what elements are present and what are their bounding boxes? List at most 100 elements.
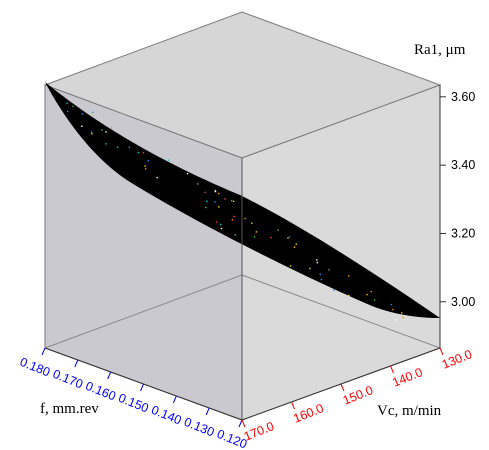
surface-point-32 <box>220 223 222 226</box>
surface-point-28 <box>137 151 139 154</box>
surface-point-34 <box>370 290 372 293</box>
surface-point-44 <box>277 229 279 231</box>
x-tick-mark-2 <box>107 371 112 380</box>
y-tick-mark-0 <box>241 419 246 428</box>
surface-point-20 <box>390 303 393 306</box>
surface-point-48 <box>309 267 311 270</box>
surface-point-54 <box>105 143 107 145</box>
x-tick-label-1: 0.170 <box>51 367 85 392</box>
z-tick-label-0: 3.60 <box>451 90 475 104</box>
y-tick-label-3: 140.0 <box>390 365 424 390</box>
x-tick-label-2: 0.160 <box>84 379 118 404</box>
x-tick-mark-6 <box>238 419 243 428</box>
surface-point-42 <box>142 152 145 154</box>
surface-point-66 <box>295 243 297 245</box>
surface-point-0 <box>231 219 234 221</box>
surface-point-24 <box>156 176 158 179</box>
surface-point-26 <box>319 273 322 275</box>
y-tick-mark-1 <box>291 401 295 410</box>
surface-point-40 <box>232 200 235 203</box>
surface-point-12 <box>251 222 253 224</box>
surface-point-5 <box>144 165 146 167</box>
surface-point-64 <box>81 113 84 115</box>
surface-point-7 <box>81 125 83 127</box>
surface-point-65 <box>402 317 405 319</box>
surface-point-68 <box>392 308 394 311</box>
surface-point-52 <box>214 201 216 203</box>
x-tick-label-3: 0.150 <box>116 391 150 416</box>
surface-point-46 <box>66 110 69 113</box>
surface-point-45 <box>101 129 103 131</box>
surface-point-55 <box>234 234 237 236</box>
surface-point-30 <box>66 102 68 104</box>
surface-point-25 <box>395 319 397 321</box>
surface-point-33 <box>224 198 226 200</box>
y-axis-label: Vc, m/min <box>377 403 442 419</box>
surface-point-15 <box>366 293 368 296</box>
surface-point-22 <box>218 206 220 208</box>
y-tick-label-0: 170.0 <box>242 419 276 444</box>
surface-point-35 <box>116 146 119 149</box>
surface-point-57 <box>206 200 208 203</box>
x-tick-mark-0 <box>41 347 46 356</box>
x-tick-mark-4 <box>172 395 177 404</box>
surface-point-51 <box>167 159 170 161</box>
surface-point-41 <box>231 199 233 202</box>
x-tick-mark-1 <box>74 359 79 368</box>
surface-point-62 <box>320 278 323 281</box>
z-tick-label-3: 3.00 <box>451 295 475 309</box>
z-axis-label: Ra1, μm <box>414 42 466 58</box>
y-tick-mark-4 <box>439 347 444 356</box>
y-tick-mark-3 <box>390 365 394 374</box>
surface-point-13 <box>328 269 330 271</box>
y-tick-label-1: 160.0 <box>291 401 325 426</box>
surface-point-37 <box>348 275 350 277</box>
floor-edge-left <box>44 274 243 349</box>
surface-point-2 <box>90 131 93 134</box>
surface-point-39 <box>348 294 350 297</box>
surface-point-23 <box>144 167 147 170</box>
y-tick-label-2: 150.0 <box>341 383 375 408</box>
surface-point-11 <box>401 312 403 314</box>
surface-point-14 <box>91 133 93 135</box>
x-tick-mark-5 <box>205 407 210 416</box>
floor-edge-right <box>241 274 441 349</box>
surface-point-21 <box>233 215 235 218</box>
surface-point-53 <box>373 299 376 301</box>
surface-point-17 <box>287 237 289 239</box>
x-tick-label-0: 0.180 <box>18 355 52 380</box>
surface-point-67 <box>244 217 246 220</box>
x-axis-label: f, mm.rev <box>40 401 99 417</box>
surface-point-50 <box>92 113 94 115</box>
surface-point-27 <box>72 105 74 108</box>
surface-point-19 <box>204 206 207 209</box>
surface-point-4 <box>288 236 291 238</box>
z-tick-label-1: 3.40 <box>451 158 475 172</box>
surface-point-16 <box>270 236 272 239</box>
surface-point-61 <box>253 236 256 238</box>
surface-point-29 <box>316 259 318 261</box>
surface-point-1 <box>147 160 149 162</box>
surface-point-60 <box>214 190 216 192</box>
surface-point-18 <box>218 192 220 195</box>
surface-point-9 <box>128 146 131 148</box>
x-tick-label-4: 0.140 <box>149 403 183 428</box>
surface-point-69 <box>197 183 199 185</box>
surface-point-43 <box>110 127 113 129</box>
surface-point-49 <box>186 172 189 175</box>
surface-point-10 <box>293 246 296 248</box>
surface-point-31 <box>214 190 217 193</box>
surface-point-8 <box>105 131 107 133</box>
surface-point-56 <box>220 227 223 230</box>
y-tick-mark-2 <box>340 383 345 392</box>
x-tick-mark-3 <box>140 383 144 392</box>
surface-point-58 <box>333 289 335 291</box>
y-tick-label-4: 130.0 <box>440 347 474 372</box>
surface-point-38 <box>91 111 94 114</box>
surface-point-47 <box>316 261 319 264</box>
surface-point-6 <box>255 231 258 233</box>
surface-point-63 <box>215 221 218 223</box>
surface-point-3 <box>204 191 206 194</box>
z-tick-label-2: 3.20 <box>451 226 475 240</box>
